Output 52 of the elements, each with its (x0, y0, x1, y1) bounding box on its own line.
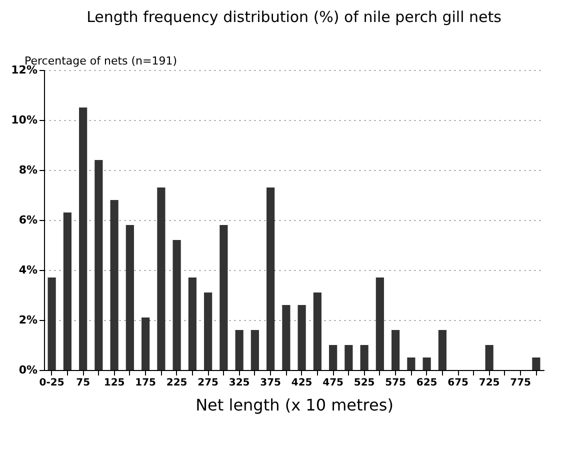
bar (298, 305, 306, 370)
x-tick-label: 525 (354, 378, 375, 388)
x-tick-label: 125 (104, 378, 125, 388)
bar (126, 225, 134, 370)
y-tick-label: 8% (18, 164, 38, 176)
x-tick-label: 475 (322, 378, 344, 388)
bar (94, 160, 103, 370)
bar (172, 240, 181, 370)
bar (235, 330, 244, 370)
bar (220, 225, 228, 370)
bar (110, 200, 118, 370)
x-tick-label: 375 (260, 378, 282, 388)
bar (313, 292, 322, 370)
bar (250, 330, 259, 370)
x-tick-label: 675 (448, 378, 469, 388)
x-tick-label: 725 (478, 378, 500, 388)
bar (266, 188, 275, 370)
x-tick-label: 575 (385, 378, 406, 388)
bar (344, 345, 353, 370)
bar (360, 345, 368, 370)
bar (79, 108, 88, 370)
chart-title: Length frequency distribution (%) of nile perch gill nets (86, 8, 502, 26)
x-tick-label: 275 (198, 378, 219, 388)
bar (407, 358, 416, 370)
bar (282, 305, 290, 370)
bar (329, 345, 338, 370)
x-tick-label: 75 (76, 378, 90, 388)
x-tick-label: 0-25 (39, 378, 64, 388)
x-tick-label: 625 (416, 378, 438, 388)
bar (142, 318, 150, 370)
bar (204, 292, 212, 370)
x-axis-title: Net length (x 10 metres) (196, 396, 394, 414)
x-tick-label: 325 (228, 378, 250, 388)
bar (376, 278, 384, 370)
bar (157, 188, 166, 370)
bar (63, 212, 72, 370)
bar (392, 330, 400, 370)
x-tick-label: 175 (135, 378, 156, 388)
y-tick-label: 2% (18, 314, 38, 326)
bar (485, 345, 494, 370)
y-tick-label: 10% (11, 114, 38, 126)
bar (188, 278, 196, 370)
x-tick-label: 225 (166, 378, 188, 388)
y-tick-label: 4% (18, 264, 38, 276)
x-tick-label: 425 (291, 378, 312, 388)
x-tick-label: 775 (510, 378, 532, 388)
bar (438, 330, 446, 370)
y-tick-label: 0% (18, 364, 38, 376)
y-tick-label: 6% (18, 214, 38, 226)
bar (532, 358, 540, 370)
bar (422, 358, 431, 370)
bar (48, 278, 56, 370)
